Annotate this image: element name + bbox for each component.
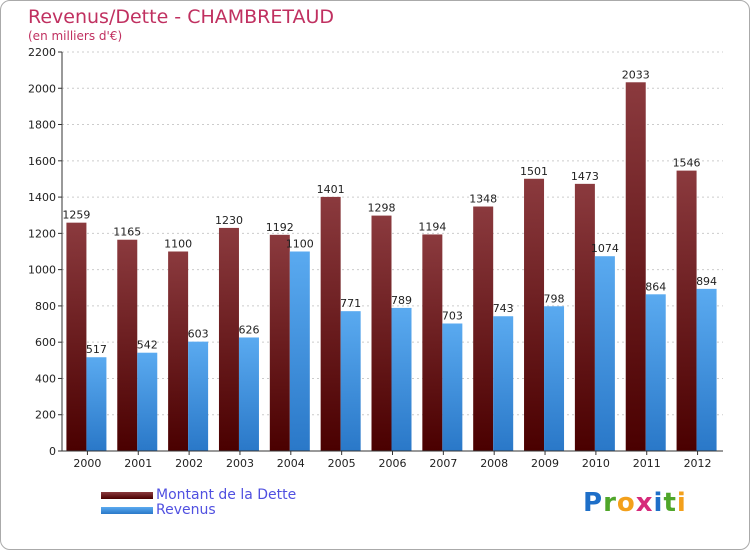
data-label-revenus: 542 [137,339,158,352]
data-label-dette: 2033 [622,68,650,81]
y-tick-label: 2200 [28,46,56,59]
bar-dette [117,239,138,451]
bar-dette [320,196,341,451]
bar-revenus [86,357,107,451]
bar-dette [625,82,646,452]
bar-dette [371,215,392,451]
data-label-revenus: 771 [340,297,361,310]
data-label-dette: 1401 [317,183,345,196]
data-label-revenus: 517 [86,343,107,356]
data-label-revenus: 798 [544,292,565,305]
bar-revenus [340,311,361,451]
chart-title: Revenus/Dette - CHAMBRETAUD [28,6,335,28]
bar-revenus [238,337,259,451]
bar-revenus [289,251,310,451]
data-label-dette: 1194 [418,220,446,233]
data-label-revenus: 703 [442,310,463,323]
bar-revenus [544,306,565,451]
bar-dette [524,178,545,451]
x-tick-label: 2010 [582,457,610,470]
legend-item-dette: Montant de la Dette [101,487,296,503]
y-tick-label: 600 [35,336,56,349]
y-tick-label: 800 [35,300,56,313]
bars: 1259 517 1165 542 1100 603 1230 626 1192 1100 1401… [62,68,717,452]
legend-label-dette: Montant de la Dette [156,487,297,503]
data-label-revenus: 743 [493,302,514,315]
bar-revenus [188,341,209,451]
data-label-revenus: 789 [391,294,412,307]
y-tick-label: 1800 [28,119,56,132]
x-tick-label: 2002 [175,457,203,470]
axes: 0 200 400 600 800 1000 1200 1400 1600 1800 2000 220… [28,46,723,470]
bar-dette [269,234,290,451]
x-tick-label: 2001 [124,457,152,470]
bar-dette [574,183,595,451]
y-tick-label: 400 [35,372,56,385]
legend-label-revenus: Revenus [156,502,216,518]
data-label-dette: 1230 [215,214,243,227]
data-label-dette: 1501 [520,165,548,178]
legend-swatch-dette [101,491,153,499]
x-tick-label: 2003 [226,457,254,470]
proxiti-logo: Proxiti [583,488,687,518]
bar-revenus [391,307,412,451]
data-label-dette: 1546 [673,157,701,170]
x-tick-label: 2005 [328,457,356,470]
y-tick-label: 1000 [28,264,56,277]
x-tick-label: 2000 [73,457,101,470]
bar-dette [473,206,494,451]
bar-revenus [442,323,463,451]
data-label-dette: 1298 [368,202,396,215]
bar-revenus [696,288,717,451]
bar-dette [168,251,189,451]
bar-dette [66,222,87,451]
data-label-revenus: 626 [238,323,259,336]
x-tick-label: 2004 [277,457,305,470]
bar-dette [676,170,697,451]
chart-subtitle: (en milliers d'€) [28,29,123,43]
legend-item-revenus: Revenus [101,502,216,518]
data-label-dette: 1259 [62,209,90,222]
y-tick-label: 1400 [28,191,56,204]
data-label-revenus: 1100 [286,238,314,251]
data-label-revenus: 603 [188,328,209,341]
y-tick-label: 1200 [28,227,56,240]
y-tick-label: 200 [35,409,56,422]
bar-revenus [645,294,666,451]
data-label-dette: 1192 [266,221,294,234]
x-tick-label: 2006 [379,457,407,470]
bar-revenus [594,256,615,451]
data-label-revenus: 894 [696,275,717,288]
bar-dette [218,227,239,451]
x-tick-label: 2009 [531,457,559,470]
y-tick-label: 1600 [28,155,56,168]
bar-dette [422,234,443,451]
data-label-revenus: 864 [645,280,666,293]
data-label-dette: 1165 [113,226,141,239]
data-label-revenus: 1074 [591,242,619,255]
x-tick-label: 2007 [429,457,457,470]
data-label-dette: 1100 [164,238,192,251]
x-tick-label: 2011 [633,457,661,470]
data-label-dette: 1348 [469,193,497,206]
x-tick-label: 2012 [684,457,712,470]
legend-swatch-revenus [101,506,153,514]
bar-revenus [137,352,158,451]
bar-revenus [493,316,514,451]
y-tick-label: 2000 [28,82,56,95]
x-tick-label: 2008 [480,457,508,470]
data-label-dette: 1473 [571,170,599,183]
y-tick-label: 0 [49,445,56,458]
